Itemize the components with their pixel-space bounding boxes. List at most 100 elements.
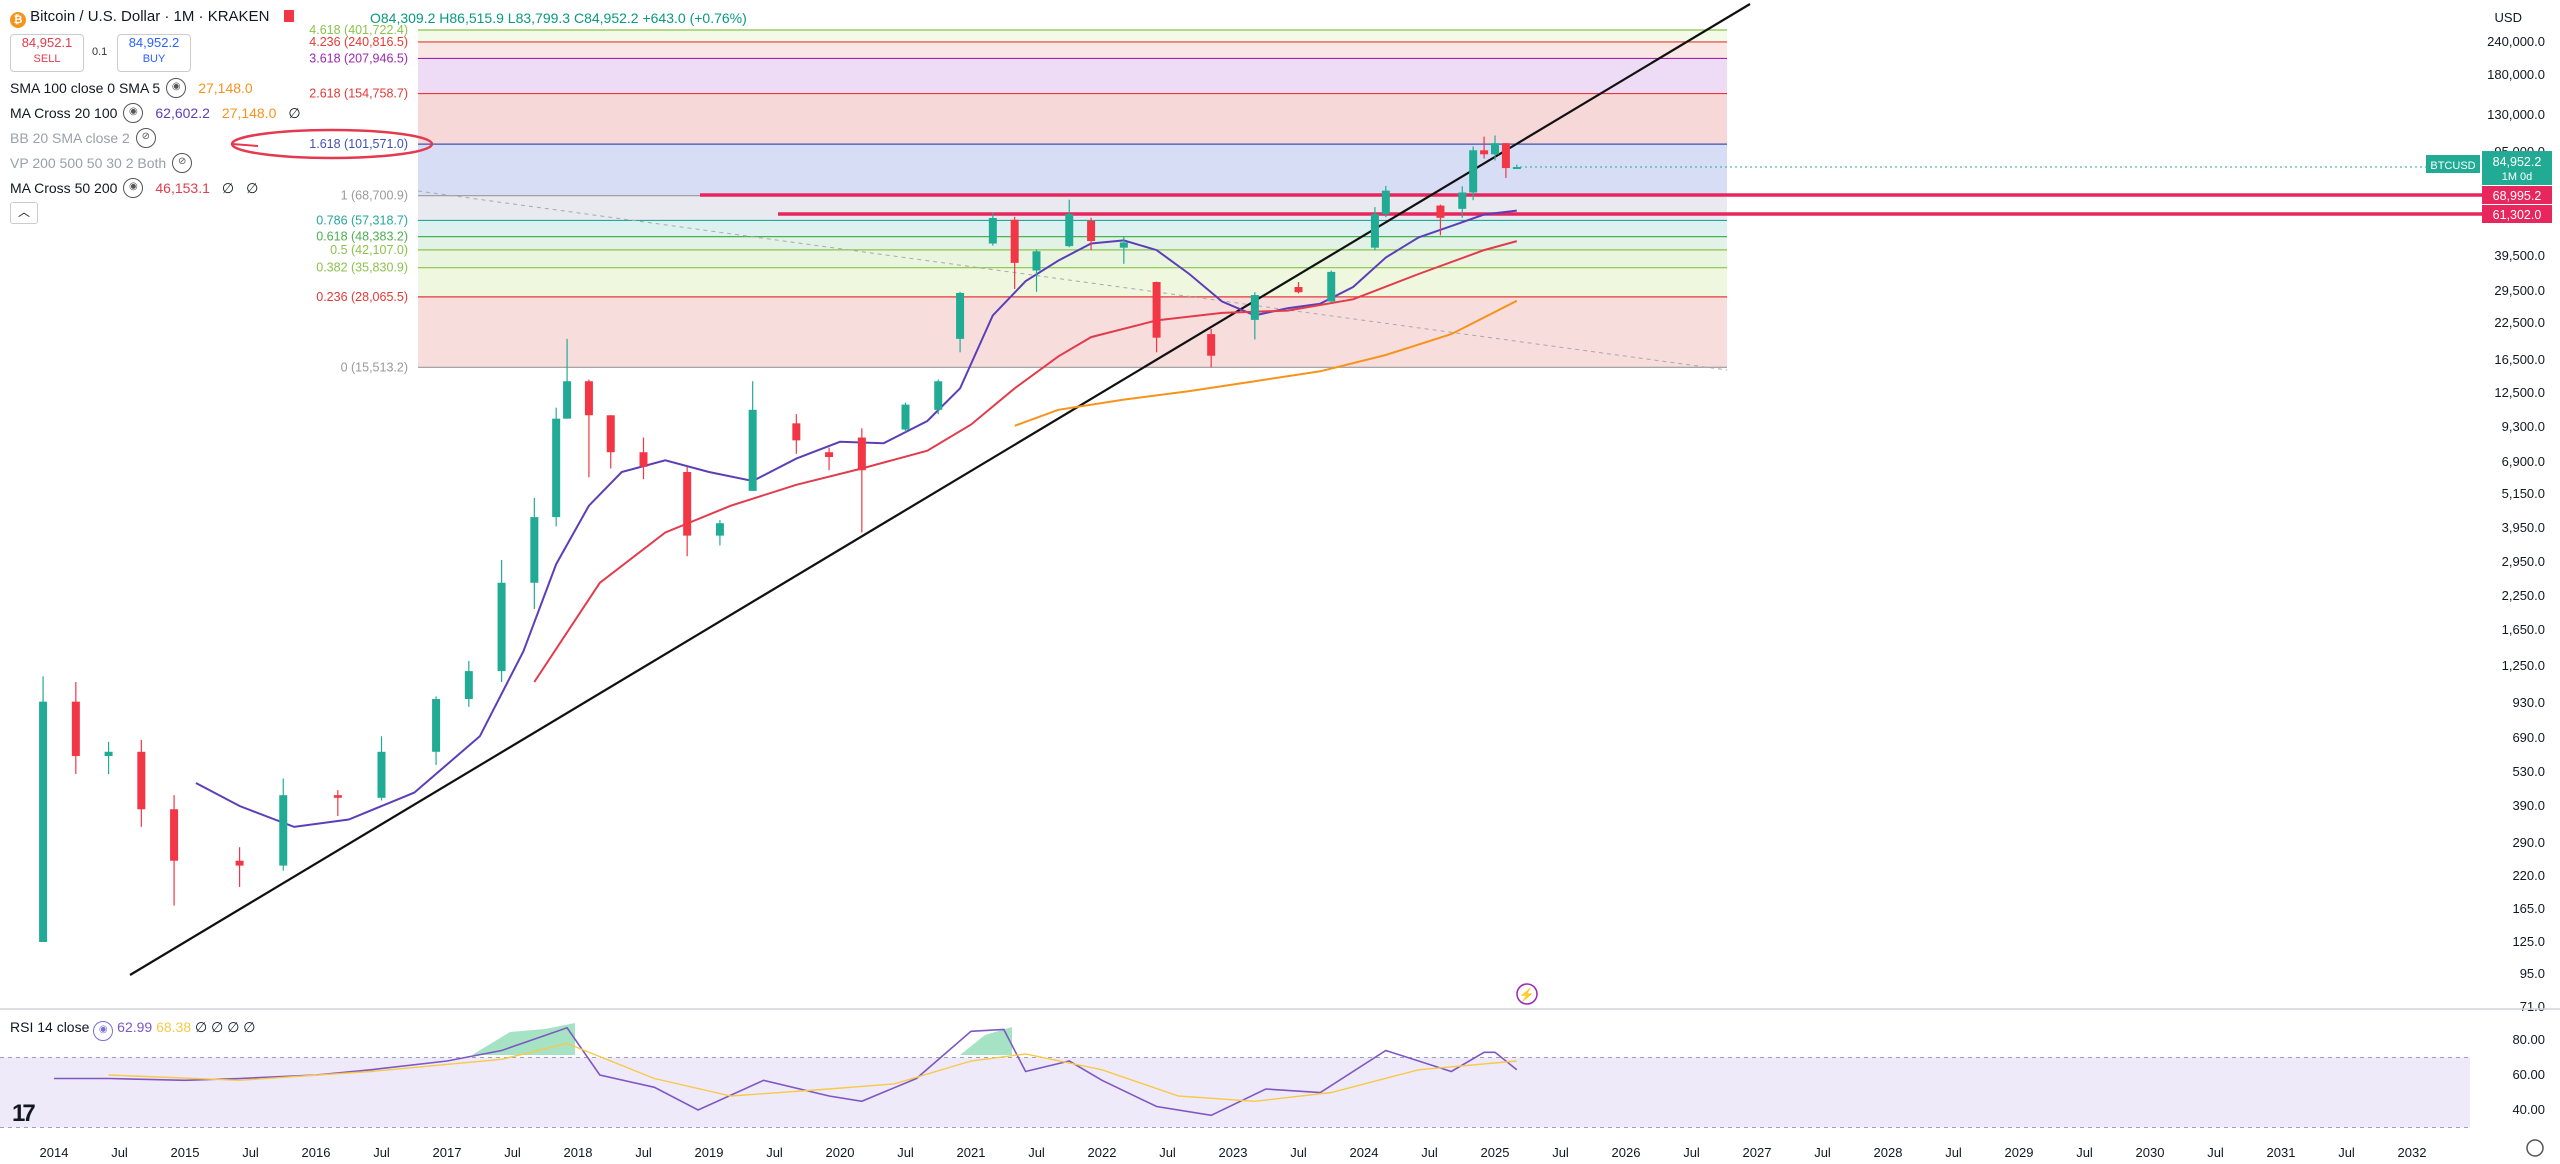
price-axis-label: 690.0	[2512, 730, 2545, 745]
time-axis-label: Jul	[504, 1145, 521, 1160]
rsi-overbought-fill	[960, 1027, 1012, 1055]
support-price-tag-bg	[2482, 186, 2552, 204]
candle-body	[377, 751, 386, 798]
candle-body	[104, 751, 113, 757]
indicator-row[interactable]: MA Cross 50 200 ◉ 46,153.1 ∅ ∅	[10, 178, 258, 198]
time-axis-label: 2016	[302, 1145, 331, 1160]
candle-body	[170, 809, 179, 861]
fib-level-label: 0.382 (35,830.9)	[316, 261, 408, 275]
time-axis-label: 2018	[564, 1145, 593, 1160]
eye-hidden-icon[interactable]: ⊘	[135, 128, 156, 148]
time-axis-label: Jul	[242, 1145, 259, 1160]
fib-level-label: 4.618 (401,722.4)	[309, 23, 408, 37]
price-axis-label: 39,500.0	[2494, 248, 2545, 263]
candle-body	[1480, 150, 1489, 155]
candle-countdown: 1M 0d	[2502, 171, 2533, 183]
ohlc-change: +643.0 (+0.76%)	[642, 10, 747, 26]
indicator-row[interactable]: BB 20 SMA close 2 ⊘	[10, 128, 156, 148]
price-axis-label: 390.0	[2512, 798, 2545, 813]
price-axis-label: 530.0	[2512, 764, 2545, 779]
time-axis-label: 2028	[1874, 1145, 1903, 1160]
candle-body	[1119, 242, 1128, 248]
candle-body	[1087, 220, 1096, 242]
time-axis-label: 2020	[826, 1145, 855, 1160]
candle-body	[988, 217, 997, 244]
indicator-value: ∅	[221, 179, 235, 196]
indicator-label: SMA 100 close 0 SMA 5	[10, 80, 161, 96]
time-axis-label: 2025	[1481, 1145, 1510, 1160]
indicator-value: ∅	[246, 179, 259, 196]
symbol-tag: BTCUSD	[2430, 160, 2475, 172]
candle-body	[901, 404, 910, 430]
fib-level-label: 1.618 (101,571.0)	[309, 137, 408, 151]
price-axis-label: 9,300.0	[2502, 419, 2545, 434]
candle-body	[1250, 295, 1259, 320]
candle-body	[606, 415, 615, 453]
sell-button[interactable]: 84,952.1 SELL	[10, 34, 84, 72]
candle-body	[1294, 287, 1303, 293]
buy-button[interactable]: 84,952.2 BUY	[117, 34, 191, 72]
candle-body	[857, 437, 866, 471]
time-axis-label: 2031	[2267, 1145, 2296, 1160]
time-axis-label: 2021	[957, 1145, 986, 1160]
time-axis-label: 2032	[2398, 1145, 2427, 1160]
candle-body	[1327, 271, 1336, 302]
rsi-band	[0, 1057, 2470, 1128]
price-axis-label: 12,500.0	[2494, 385, 2545, 400]
rsi-legend: RSI 14 close ◉ 62.99 68.38 ∅ ∅ ∅ ∅	[10, 1019, 255, 1041]
ma50-line	[533, 240, 1518, 683]
rsi-value: 62.99	[117, 1019, 153, 1035]
candle-body	[956, 293, 965, 339]
time-axis-label: 2030	[2136, 1145, 2165, 1160]
indicator-row[interactable]: SMA 100 close 0 SMA 5 ◉ 27,148.0	[10, 78, 253, 98]
rsi-ma-line	[108, 1042, 1517, 1103]
settings-icon	[2526, 1139, 2544, 1157]
candle-body	[934, 381, 943, 410]
fib-level-label: 0 (15,513.2)	[341, 360, 408, 374]
time-axis-label: Jul	[1290, 1145, 1307, 1160]
order-quantity[interactable]: 0.1	[92, 46, 108, 58]
candle-body	[1010, 219, 1019, 263]
lightning-icon	[1516, 983, 1538, 1005]
fib-zone	[418, 58, 1727, 94]
candle-body	[584, 381, 593, 416]
time-axis-label: Jul	[1945, 1145, 1962, 1160]
time-axis-label: Jul	[1159, 1145, 1176, 1160]
time-axis-label: Jul	[897, 1145, 914, 1160]
eye-icon[interactable]: ◉	[93, 1021, 114, 1041]
fib-zone	[418, 267, 1727, 297]
eye-icon[interactable]: ◉	[123, 178, 144, 198]
indicator-row[interactable]: VP 200 500 50 30 2 Both ⊘	[10, 153, 193, 173]
chevron-up-icon: ︿	[17, 205, 30, 219]
candle-body	[279, 795, 288, 866]
candle-body	[683, 471, 692, 536]
bitcoin-icon: ₿	[10, 12, 26, 28]
time-axis-label: Jul	[1028, 1145, 1045, 1160]
eye-icon[interactable]: ◉	[123, 103, 144, 123]
candle-body	[497, 582, 506, 672]
indicator-row[interactable]: MA Cross 20 100 ◉ 62,602.2 27,148.0 ∅	[10, 103, 301, 123]
price-axis-label: 29,500.0	[2494, 283, 2545, 298]
eye-hidden-icon[interactable]: ⊘	[172, 153, 193, 173]
time-axis-label: Jul	[2076, 1145, 2093, 1160]
eye-icon[interactable]: ◉	[166, 78, 187, 98]
time-axis-label: Jul	[1421, 1145, 1438, 1160]
price-axis-label: 220.0	[2512, 868, 2545, 883]
fib-zone	[418, 296, 1727, 368]
collapse-legend-button[interactable]: ︿	[10, 202, 38, 224]
currency-label[interactable]: USD	[2494, 10, 2522, 25]
price-axis-label: 6,900.0	[2502, 454, 2545, 469]
fib-level-label: 3.618 (207,946.5)	[309, 51, 408, 65]
price-axis-label: 130,000.0	[2487, 107, 2545, 122]
symbol-title[interactable]: Bitcoin / U.S. Dollar · 1M · KRAKEN	[30, 8, 270, 25]
rsi-label[interactable]: RSI 14 close	[10, 1019, 90, 1035]
indicator-value: ∅	[288, 104, 301, 121]
time-axis-label: 2022	[1088, 1145, 1117, 1160]
rsi-axis-label: 80.00	[2512, 1032, 2545, 1047]
flag-icon[interactable]	[283, 10, 294, 22]
time-axis-label: Jul	[111, 1145, 128, 1160]
price-axis-label: 3,950.0	[2502, 520, 2545, 535]
fib-level-label: 2.618 (154,758.7)	[309, 87, 408, 101]
symbol-tag-bg	[2426, 155, 2480, 174]
